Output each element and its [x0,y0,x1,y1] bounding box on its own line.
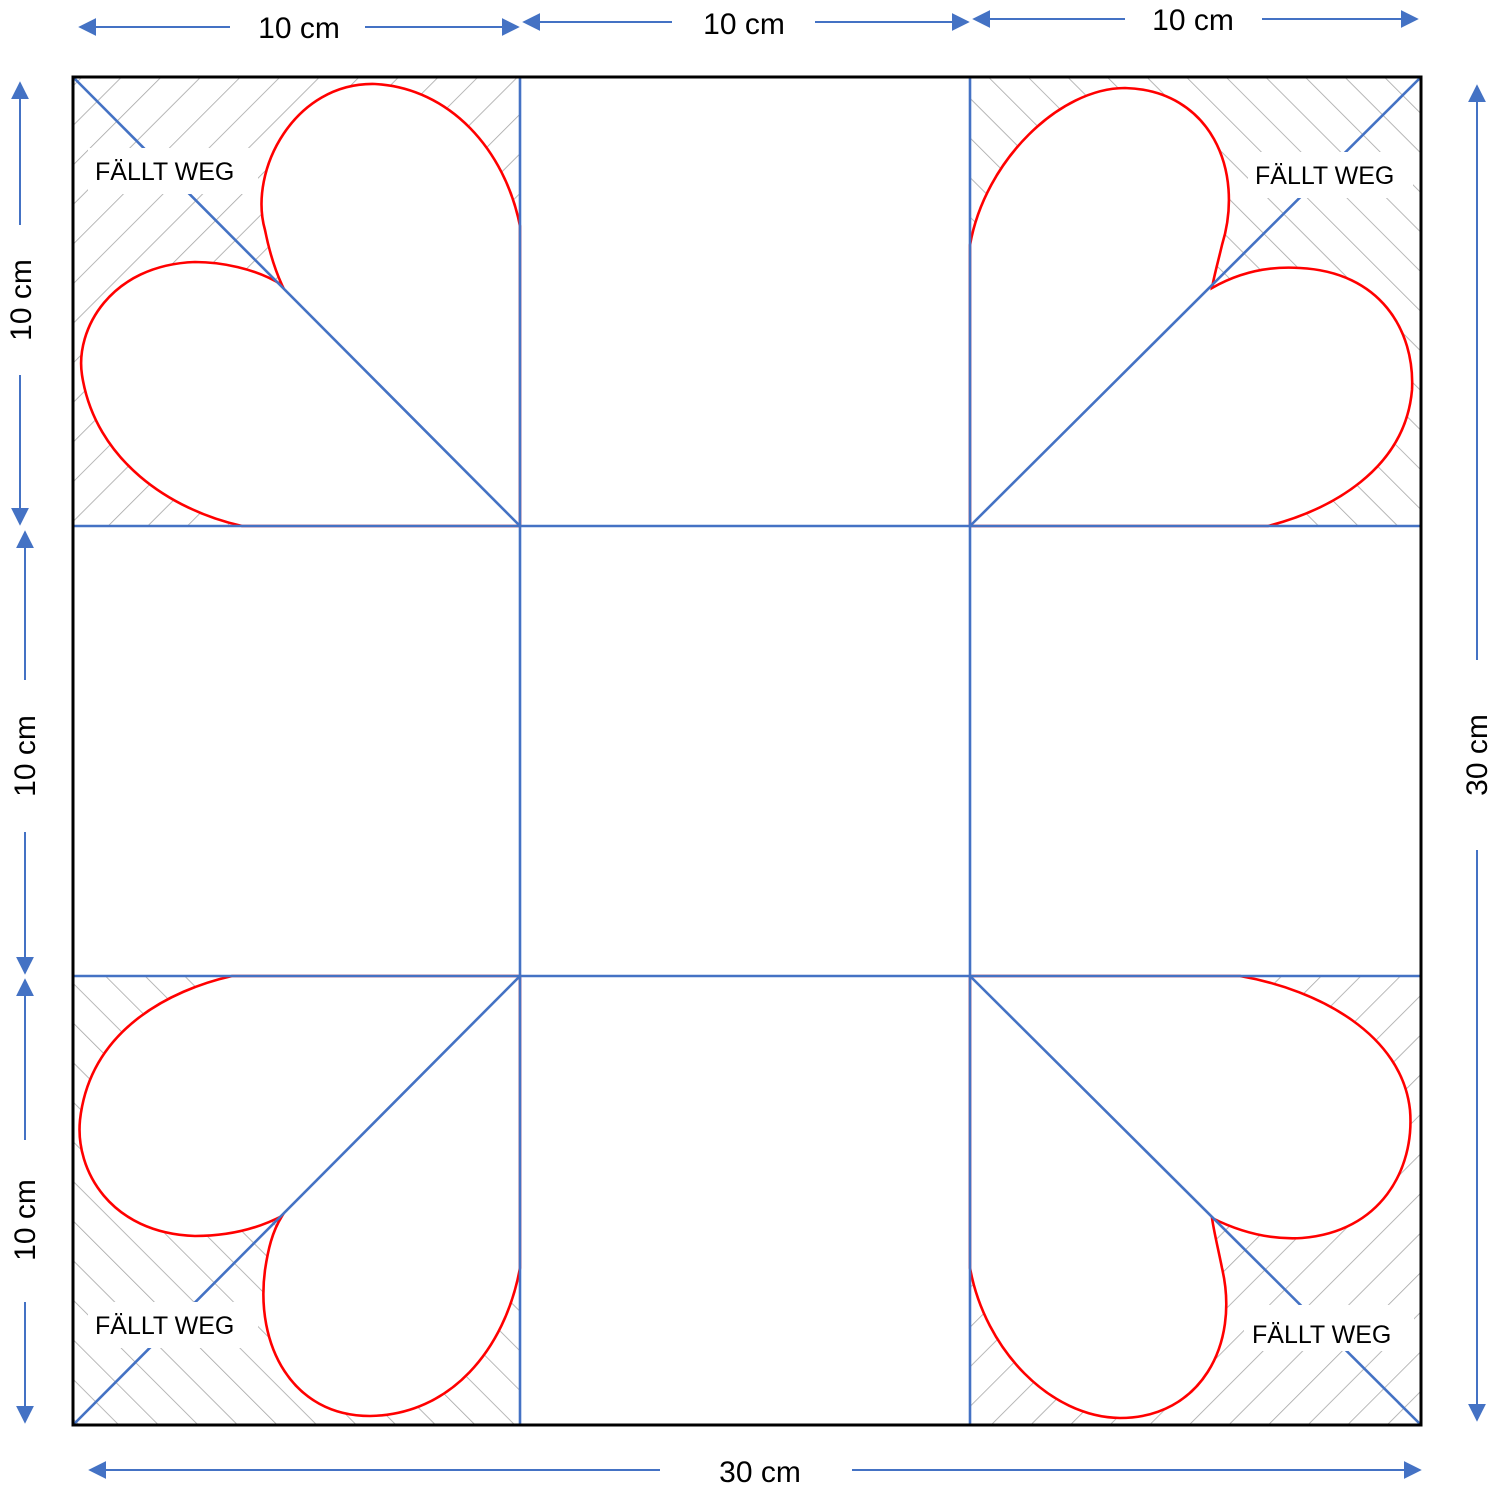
label-bottom-left: FÄLLT WEG [95,1312,234,1340]
corner-labels: FÄLLT WEG FÄLLT WEG FÄLLT WEG FÄLLT WEG [88,148,1414,1351]
label-bg-top-left [88,148,258,194]
label-top-right: FÄLLT WEG [1255,162,1394,190]
dim-top-middle: 10 cm [703,8,785,41]
dimension-labels: 10 cm 10 cm 10 cm 10 cm 10 cm 10 cm 30 c… [5,4,1494,1489]
diagonal-bottom-left [72,975,521,1426]
label-bg-bottom-right [1244,1305,1414,1351]
dim-right: 30 cm [1461,714,1494,796]
dim-left-bottom: 10 cm [9,1179,42,1261]
dim-bottom: 30 cm [719,1456,801,1489]
dim-left-middle: 10 cm [9,715,42,797]
dim-top-left: 10 cm [258,12,340,45]
dim-top-right: 10 cm [1152,4,1234,37]
dimension-arrows [10,10,1486,1479]
diagonal-top-right [969,76,1422,527]
dim-left-top: 10 cm [5,259,38,341]
outer-border [71,75,1423,1427]
label-bottom-right: FÄLLT WEG [1252,1321,1391,1349]
label-bg-bottom-left [88,1302,258,1348]
fold-lines [72,76,1422,1426]
label-top-left: FÄLLT WEG [95,158,234,186]
label-bg-top-right [1248,152,1413,198]
